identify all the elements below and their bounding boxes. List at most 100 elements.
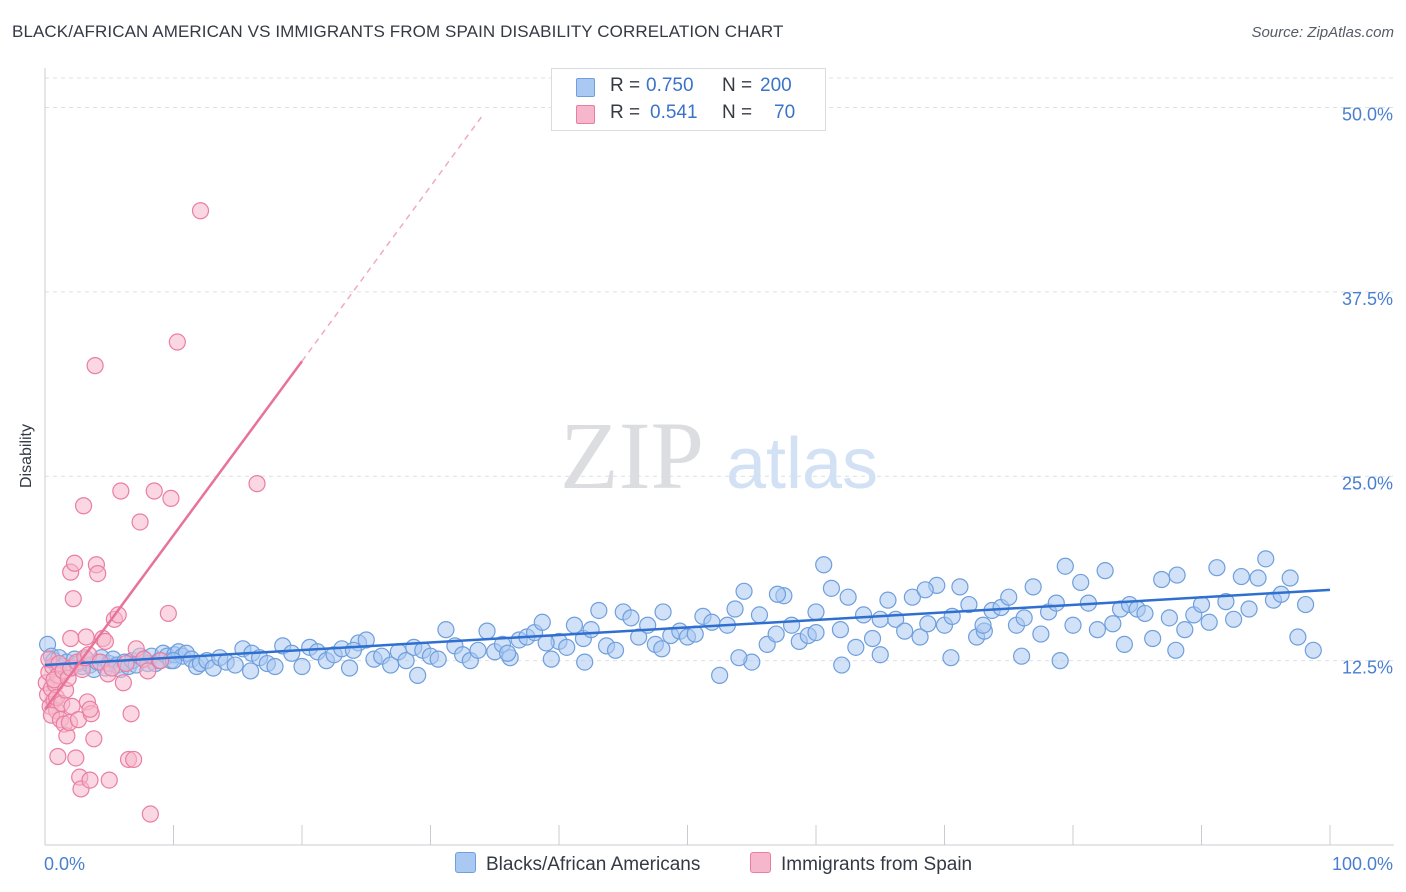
blue-point [735,582,753,600]
pink-point [65,554,84,572]
blue-point [344,641,362,659]
correlation-legend: R = 0.750 N = 200 R = 0.541 N = 70 [551,68,826,131]
blue-point [807,623,825,642]
blue-point [469,641,487,659]
pink-point [131,513,149,531]
blue-point [1232,567,1250,586]
blue-point [871,646,889,664]
blue-point [1032,625,1050,643]
blue-point [1088,621,1107,639]
blue-point [1072,573,1090,592]
blue-point [730,649,748,667]
pink-point [139,662,157,680]
blue-point [1056,557,1074,575]
blue-point [1257,550,1275,568]
blue-point [782,616,801,634]
blue-point [1168,566,1186,584]
pink-point [49,747,67,766]
legend-n-label: N = [722,102,753,123]
blue-point [711,666,729,684]
blue-point [1024,578,1042,596]
blue-point [1249,569,1267,587]
blue-point [768,585,787,603]
pink-point [112,482,130,500]
blue-point [409,666,427,684]
blue-point [767,625,785,643]
blue-point [1153,570,1171,589]
blue-point [537,634,555,652]
blue-point [815,556,833,574]
blue-point [499,644,517,662]
data-points [37,202,1322,823]
blue-point [653,640,671,658]
pink-point [81,700,99,718]
pink-point [81,771,99,789]
blue-point [839,588,857,606]
blue-point [1144,629,1162,648]
bottom-legend-label-blacks: Blacks/African Americans [486,854,701,875]
blue-point [397,652,415,670]
pink-point [125,750,143,769]
pink-point [62,629,80,648]
y-tick-label: 37.5% [1342,289,1393,309]
bottom-legend-blacks: Blacks/African Americans [455,852,700,876]
legend-r-label: R = [610,102,641,123]
blue-point [871,610,889,628]
blue-point [606,641,625,659]
tick-labels: 12.5% 25.0% 37.5% 50.0% 0.0% 100.0% [44,105,1393,875]
blue-point [622,609,640,627]
trend-lines [43,115,1331,711]
gridlines [45,77,1394,662]
pink-point [100,771,118,789]
pink-point [114,674,132,692]
legend-swatch-blue [576,78,595,97]
blue-point [703,613,721,631]
blue-point [960,595,978,614]
blue-point [1296,595,1315,614]
blue-point [1136,604,1154,623]
blue-point [429,650,447,668]
blue-point [357,631,375,649]
pink-point [122,705,140,723]
blue-point [1000,588,1018,606]
blue-point [1176,621,1194,639]
x-tick-label: 100.0% [1332,854,1393,874]
blue-point [1240,600,1258,618]
blue-point [1015,609,1033,627]
blue-point [1064,616,1082,634]
blue-point [533,613,551,631]
axes [44,68,1394,846]
blue-point [831,621,850,639]
blue-point [1281,569,1299,587]
x-tick-label: 0.0% [44,854,85,874]
blue-point [582,621,600,639]
legend-r-value: 0.541 [650,102,698,123]
blue-point [847,638,865,656]
watermark-zip: ZIP [560,402,704,509]
blue-point [590,601,608,620]
blue-point [916,581,934,599]
blue-point [1115,635,1134,654]
pink-point [152,652,170,670]
pink-point [64,590,82,608]
blue-point [437,621,455,639]
chart-title: BLACK/AFRICAN AMERICAN VS IMMIGRANTS FRO… [12,22,784,41]
blue-point [1096,562,1114,580]
pink-point [109,606,127,624]
blue-point [382,656,400,674]
blue-point [1304,641,1322,659]
y-tick-label: 25.0% [1342,473,1393,493]
pink-point [159,604,177,623]
blue-point [903,588,921,606]
legend-swatch-pink [576,105,595,124]
bottom-legend-label-spain: Immigrants from Spain [781,854,973,875]
legend-n-label: N = [722,75,753,96]
source-label: Source: ZipAtlas.com [1251,24,1394,41]
blue-point [822,579,841,597]
blue-point [576,653,594,671]
pink-point [67,749,85,767]
blue-point [242,662,260,680]
blue-point [863,629,882,648]
blue-point [726,600,744,618]
